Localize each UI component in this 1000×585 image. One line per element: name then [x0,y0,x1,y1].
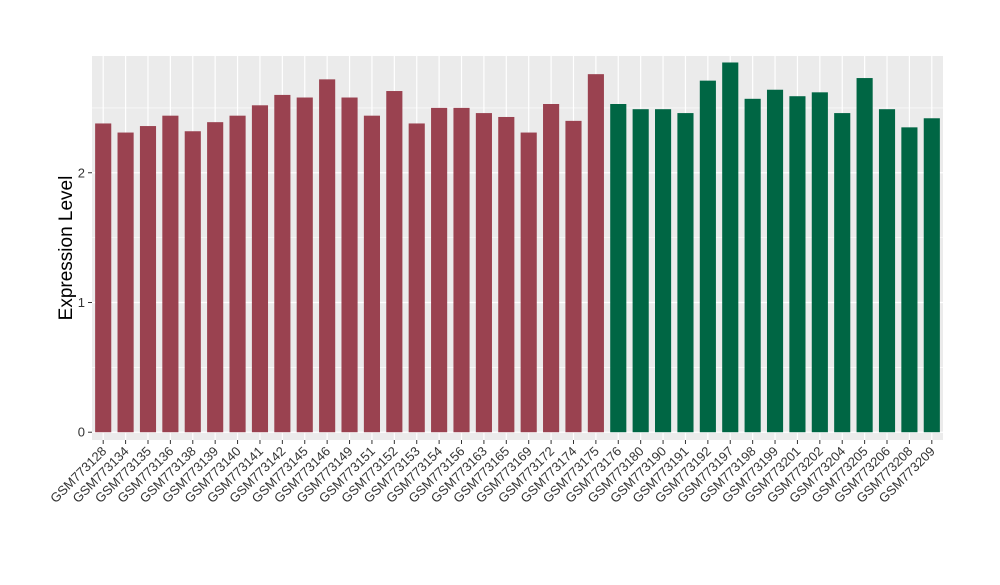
bar-GSM773128 [95,123,112,433]
bar-GSM773204 [834,113,851,433]
bar-GSM773146 [319,79,336,433]
bar-GSM773206 [878,109,896,433]
bar-GSM773156 [453,107,470,433]
bar-GSM773197 [722,62,739,433]
y-axis-title: Expression Level [56,176,77,321]
bar-GSM773201 [789,96,806,433]
y-tick-label: 0 [78,425,85,440]
bar-GSM773202 [811,92,828,433]
bar-GSM773165 [498,116,515,433]
bar-GSM773138 [184,131,201,433]
bar-GSM773176 [610,104,627,433]
bar-GSM773152 [386,91,403,433]
bar-GSM773175 [587,74,604,433]
bar-GSM773208 [901,127,918,433]
bar-GSM773191 [677,113,694,433]
x-axis: GSM773128GSM773134GSM773135GSM773136GSM7… [47,440,938,506]
y-tick-label: 2 [78,165,85,180]
bar-GSM773163 [475,113,492,433]
bar-GSM773174 [565,120,582,433]
bar-GSM773139 [207,122,224,433]
bar-GSM773172 [543,104,560,433]
bar-GSM773209 [923,118,940,433]
bar-GSM773134 [117,132,134,433]
bar-GSM773154 [431,107,448,433]
bar-GSM773180 [632,109,649,433]
bar-GSM773142 [274,94,291,433]
bar-GSM773198 [744,98,761,433]
bar-GSM773140 [229,115,246,433]
bar-GSM773151 [363,115,380,433]
bar-GSM773199 [766,89,784,433]
bar-GSM773149 [341,97,358,433]
bar-GSM773153 [408,123,425,433]
bar-GSM773190 [655,109,672,433]
bar-GSM773145 [296,97,313,433]
bar-GSM773169 [520,132,537,433]
bar-GSM773141 [251,105,269,433]
bar-GSM773135 [139,126,157,433]
bar-GSM773136 [162,115,179,433]
y-tick-label: 1 [78,295,85,310]
bar-GSM773192 [699,80,716,433]
bar-GSM773205 [856,78,873,433]
y-axis: 0 1 2 [78,165,92,440]
bars [95,62,940,433]
